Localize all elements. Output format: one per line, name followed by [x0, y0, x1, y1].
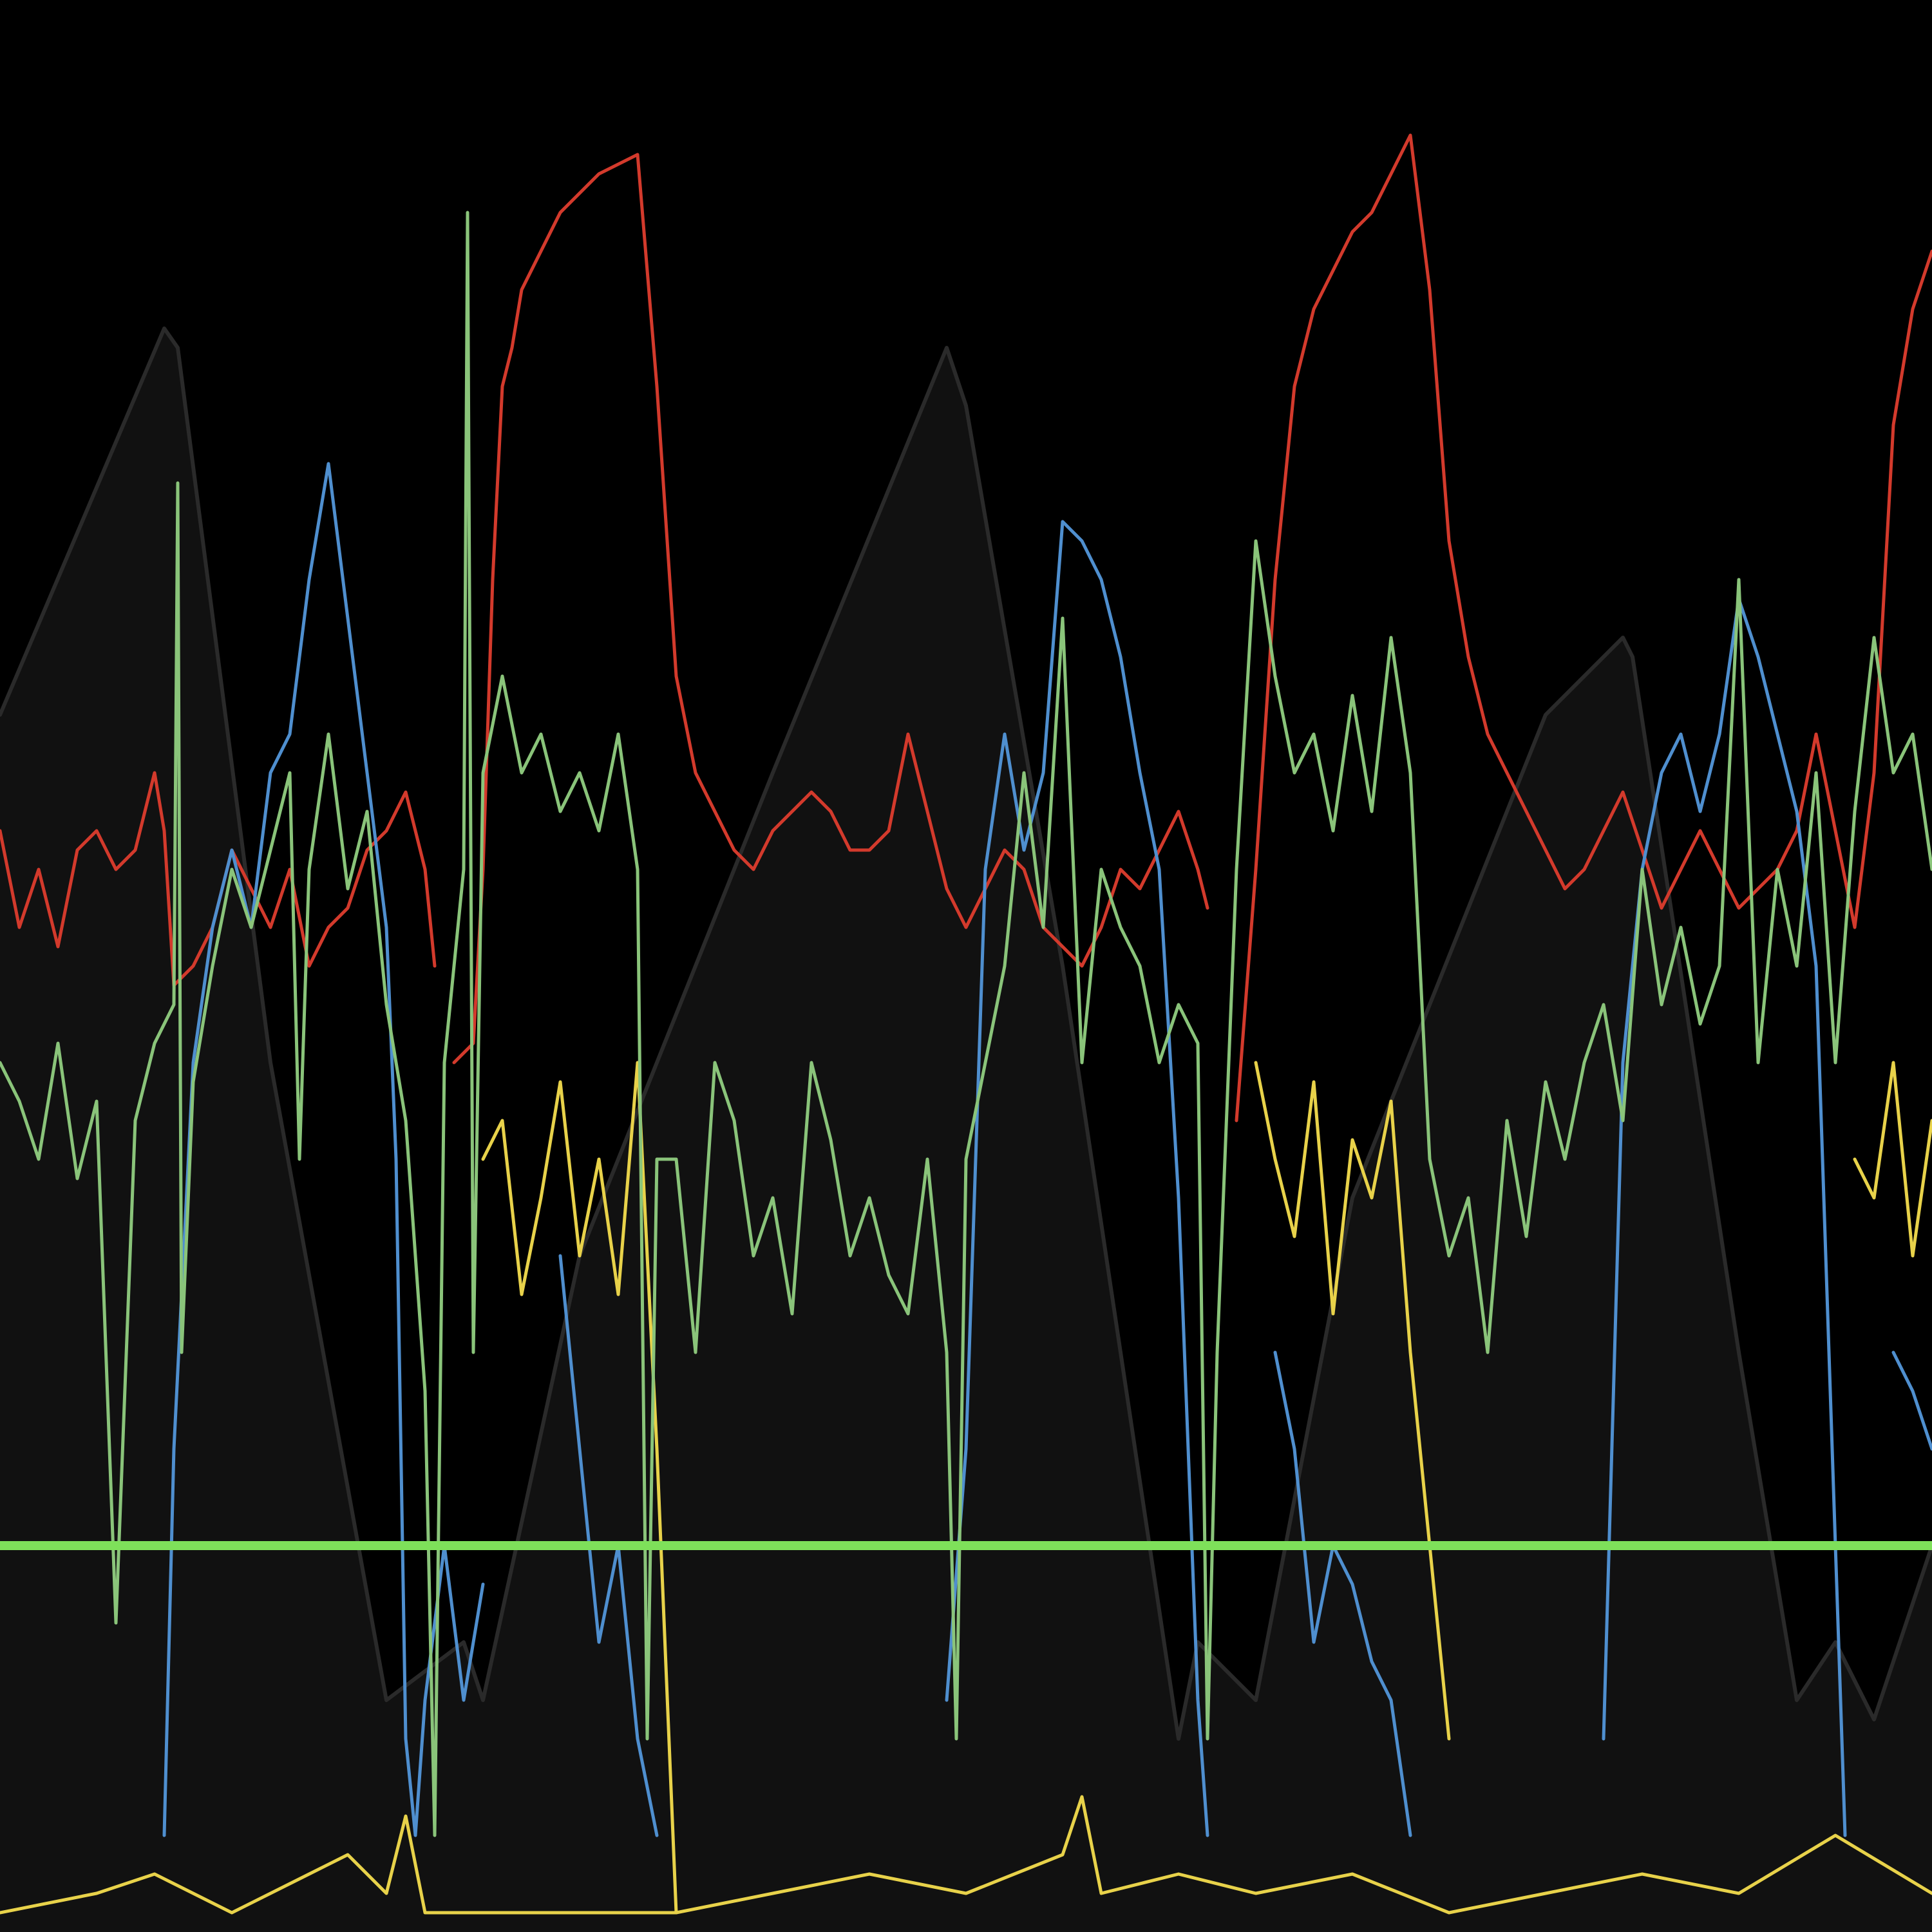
series-5: [0, 211, 1932, 1837]
series-3-line-3: [945, 520, 1209, 1837]
series-4-line-4: [1853, 1061, 1932, 1258]
series-layer: [0, 133, 1932, 1932]
series-1: [0, 327, 1932, 1932]
series-5-line-1: [0, 211, 1932, 1837]
series-4-line-2: [0, 1795, 1932, 1915]
series-4-line-1: [481, 1061, 678, 1915]
series-3-line-6: [1891, 1350, 1932, 1451]
series-3-line-1: [162, 462, 485, 1837]
series-1-area: [0, 328, 1932, 1932]
series-1-line-1: [0, 327, 1932, 1741]
series-3: [162, 462, 1932, 1837]
series-2-line-2: [452, 153, 1209, 1065]
series-3-line-2: [558, 1254, 659, 1837]
series-4: [0, 1061, 1932, 1915]
series-3-line-4: [1273, 1350, 1412, 1837]
series-4-line-3: [1254, 1061, 1451, 1741]
series-2-line-3: [1235, 133, 1932, 1122]
series-3-line-5: [1602, 597, 1847, 1837]
